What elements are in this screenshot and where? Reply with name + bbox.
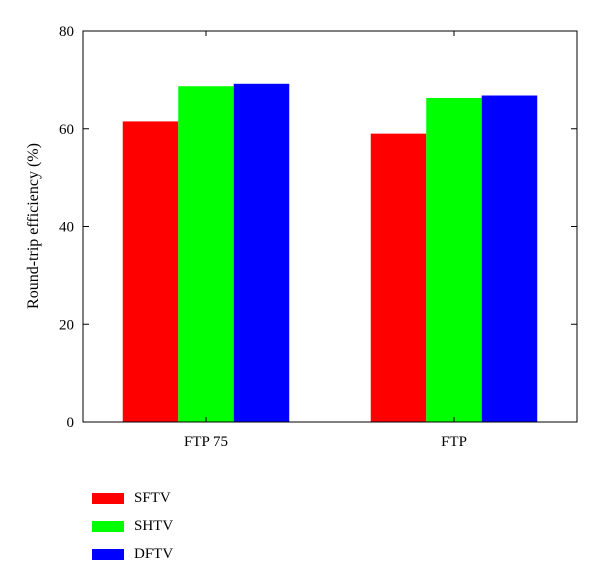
- legend-swatch: [92, 548, 124, 560]
- legend-label: SFTV: [134, 489, 171, 506]
- legend-swatch: [92, 520, 124, 532]
- bars-group: [122, 83, 538, 423]
- legend-item-dftv: DFTV: [92, 540, 173, 568]
- plot-frame: [82, 30, 578, 423]
- bar-dftv-ftp: [481, 95, 538, 422]
- legend-item-sftv: SFTV: [92, 484, 173, 512]
- legend-item-shtv: SHTV: [92, 512, 173, 540]
- legend: SFTV SHTV DFTV: [92, 484, 173, 568]
- ticks-group: FTP 75 FTP 0 20 40 60 80: [59, 24, 577, 450]
- y-tick-label: 80: [59, 24, 74, 40]
- legend-label: SHTV: [134, 517, 174, 534]
- y-tick-label: 40: [59, 220, 74, 236]
- bar-dftv-ftp-75: [233, 83, 290, 422]
- y-tick-label: 0: [67, 415, 75, 431]
- legend-swatch: [92, 492, 124, 504]
- bar-chart: FTP 75 FTP 0 20 40 60 80 Round-trip efficiency…: [25, 24, 578, 450]
- y-axis-title: Round-trip efficiency (%): [25, 143, 42, 309]
- y-tick-label: 20: [59, 317, 74, 333]
- bar-sftv-ftp: [370, 133, 427, 422]
- bar-shtv-ftp-75: [178, 86, 234, 422]
- x-tick-label: FTP: [441, 434, 467, 450]
- bar-sftv-ftp-75: [122, 121, 179, 422]
- bar-shtv-ftp: [426, 97, 482, 423]
- x-tick-label: FTP 75: [184, 434, 228, 450]
- y-tick-label: 60: [59, 122, 74, 138]
- legend-label: DFTV: [134, 545, 174, 562]
